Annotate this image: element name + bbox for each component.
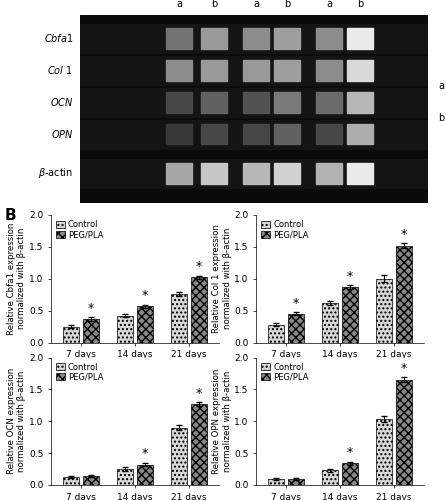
Bar [288,314,304,342]
Bar [347,124,373,144]
Bar [396,246,412,342]
Y-axis label: Relative Cbfa1 expression
normalized with β-actin: Relative Cbfa1 expression normalized wit… [7,222,26,335]
Text: $\mathit{OPN}$: $\mathit{OPN}$ [51,128,73,140]
Text: a: Control: a: Control [438,81,446,91]
Bar [274,124,300,144]
Text: b: b [284,0,290,10]
Bar [83,476,99,485]
Bar [63,326,79,342]
Text: b: b [357,0,363,10]
Text: $\mathit{Col\ 1}$: $\mathit{Col\ 1}$ [47,64,73,76]
Text: $\mathit{OCN}$: $\mathit{OCN}$ [50,96,73,108]
Bar [243,124,269,144]
Bar [347,28,373,49]
Text: *: * [347,270,353,282]
Bar [342,464,358,485]
Bar [243,163,269,184]
Bar [396,380,412,485]
Bar [80,159,428,188]
Bar [201,28,227,49]
Legend: Control, PEG/PLA: Control, PEG/PLA [260,219,310,240]
Bar [316,163,342,184]
Bar [347,60,373,80]
Legend: Control, PEG/PLA: Control, PEG/PLA [55,219,104,240]
Text: $\mathit{Cbfa1}$: $\mathit{Cbfa1}$ [44,32,73,44]
Y-axis label: Relative Col 1 expression
normalized with β-actin: Relative Col 1 expression normalized wit… [212,224,231,333]
Text: $\mathit{\beta}$-actin: $\mathit{\beta}$-actin [38,166,73,180]
Text: b: PEG/PLA: b: PEG/PLA [438,113,446,123]
Bar [63,478,79,485]
Bar [80,56,428,85]
Bar [166,163,193,184]
Bar [268,480,284,485]
Bar [316,92,342,112]
Bar [274,92,300,112]
Bar [243,92,269,112]
Bar [171,428,187,485]
Bar [166,28,193,49]
Text: *: * [401,228,407,241]
Y-axis label: Relative OPN expression
normalized with β-actin: Relative OPN expression normalized with … [212,368,231,474]
Bar [137,306,153,343]
Bar [274,60,300,80]
X-axis label: Differentiation time: Differentiation time [285,364,395,374]
Text: *: * [196,260,202,274]
Text: *: * [401,362,407,374]
Bar [316,28,342,49]
Text: B: B [4,208,16,222]
Bar [80,88,428,117]
Bar [274,28,300,49]
Bar [347,163,373,184]
Bar [80,120,428,148]
Text: *: * [293,296,299,310]
X-axis label: Differentiation time: Differentiation time [80,364,190,374]
Bar [117,316,133,342]
Text: a: a [253,0,259,10]
Y-axis label: Relative OCN expression
normalized with β-actin: Relative OCN expression normalized with … [7,368,26,474]
Text: *: * [196,386,202,400]
Bar [191,278,207,342]
Bar [201,124,227,144]
Text: a: a [326,0,332,10]
Bar [166,124,193,144]
Text: *: * [142,448,148,460]
Bar [243,60,269,80]
Bar [166,60,193,80]
Bar [243,28,269,49]
Bar [191,404,207,485]
Bar [288,478,304,485]
Text: *: * [88,302,94,315]
Bar [137,464,153,485]
Bar [201,60,227,80]
Bar [316,124,342,144]
Bar [322,303,338,343]
Bar [83,319,99,342]
Legend: Control, PEG/PLA: Control, PEG/PLA [55,362,104,382]
Bar [342,287,358,343]
Bar [376,418,392,485]
Bar [201,92,227,112]
Bar [171,294,187,343]
Bar [117,469,133,485]
Bar [166,92,193,112]
Bar [268,324,284,342]
Bar [316,60,342,80]
Bar [80,24,428,53]
Legend: Control, PEG/PLA: Control, PEG/PLA [260,362,310,382]
Text: a: a [177,0,182,10]
Text: *: * [142,289,148,302]
Bar [201,163,227,184]
Text: *: * [347,446,353,459]
Bar [376,278,392,342]
Bar [322,470,338,485]
Bar [347,92,373,112]
Bar [274,163,300,184]
Text: b: b [211,0,217,10]
